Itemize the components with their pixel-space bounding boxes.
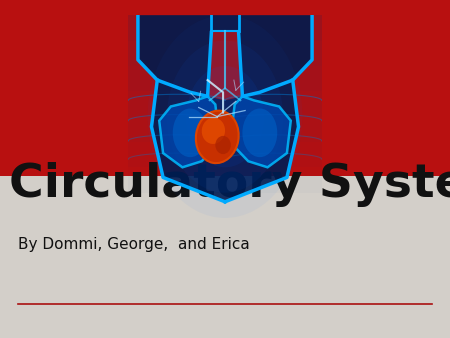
Ellipse shape [167,41,283,193]
Text: By Dommi, George,  and Erica: By Dommi, George, and Erica [18,237,250,251]
Ellipse shape [173,108,207,157]
Bar [128,66,322,91]
Ellipse shape [215,136,231,154]
Ellipse shape [186,66,264,167]
Polygon shape [159,96,217,167]
Ellipse shape [196,111,238,163]
Bar [0,0,450,176]
Polygon shape [233,96,291,167]
Bar [128,117,322,142]
Bar [128,41,322,66]
Bar [128,15,322,41]
Bar [128,193,322,218]
Text: Circulatory System: Circulatory System [9,162,450,207]
Ellipse shape [202,118,225,144]
Bar [128,167,322,193]
Polygon shape [138,15,312,96]
Polygon shape [152,80,298,202]
Bar [128,142,322,167]
Ellipse shape [243,108,277,157]
Bar [128,91,322,117]
